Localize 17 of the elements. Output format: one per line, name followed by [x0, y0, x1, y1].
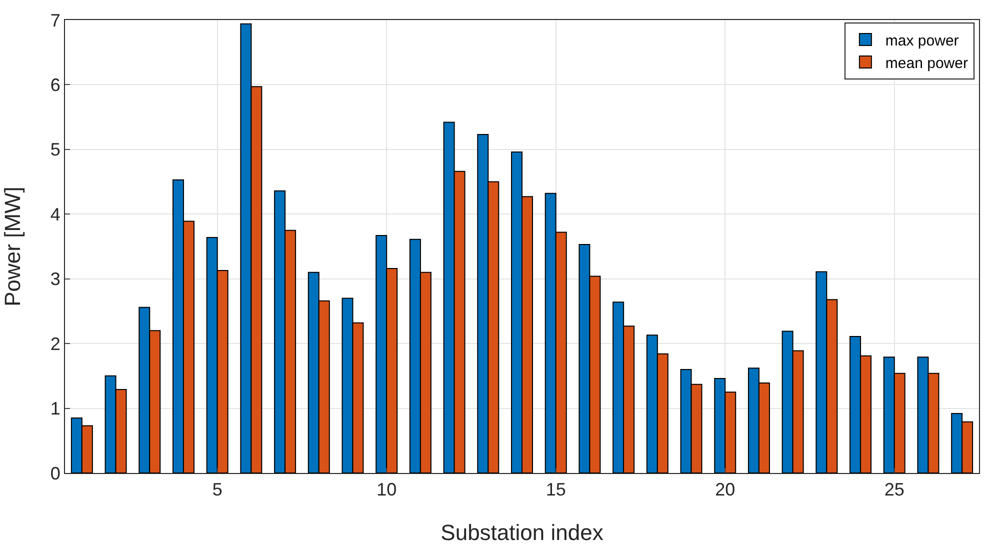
x-tick-label: 5	[212, 480, 222, 500]
x-tick-label: 15	[546, 480, 566, 500]
y-tick-label: 0	[50, 463, 60, 484]
x-tick-label: 10	[376, 480, 397, 500]
y-tick-label: 2	[50, 334, 60, 354]
y-tick-label: 3	[50, 269, 60, 290]
y-tick-label: 1	[50, 398, 60, 419]
y-axis-title: Power [MW]	[0, 186, 25, 306]
x-axis-title: Substation index	[440, 520, 604, 545]
legend-label: max power	[885, 32, 959, 50]
x-tick-label: 20	[715, 480, 736, 500]
y-tick-label: 5	[50, 140, 60, 160]
y-tick-label: 7	[50, 10, 60, 30]
x-tick-label: 25	[884, 480, 904, 500]
y-tick-label: 6	[50, 75, 60, 96]
legend-label: mean power	[885, 54, 968, 72]
y-tick-label: 4	[50, 204, 60, 224]
